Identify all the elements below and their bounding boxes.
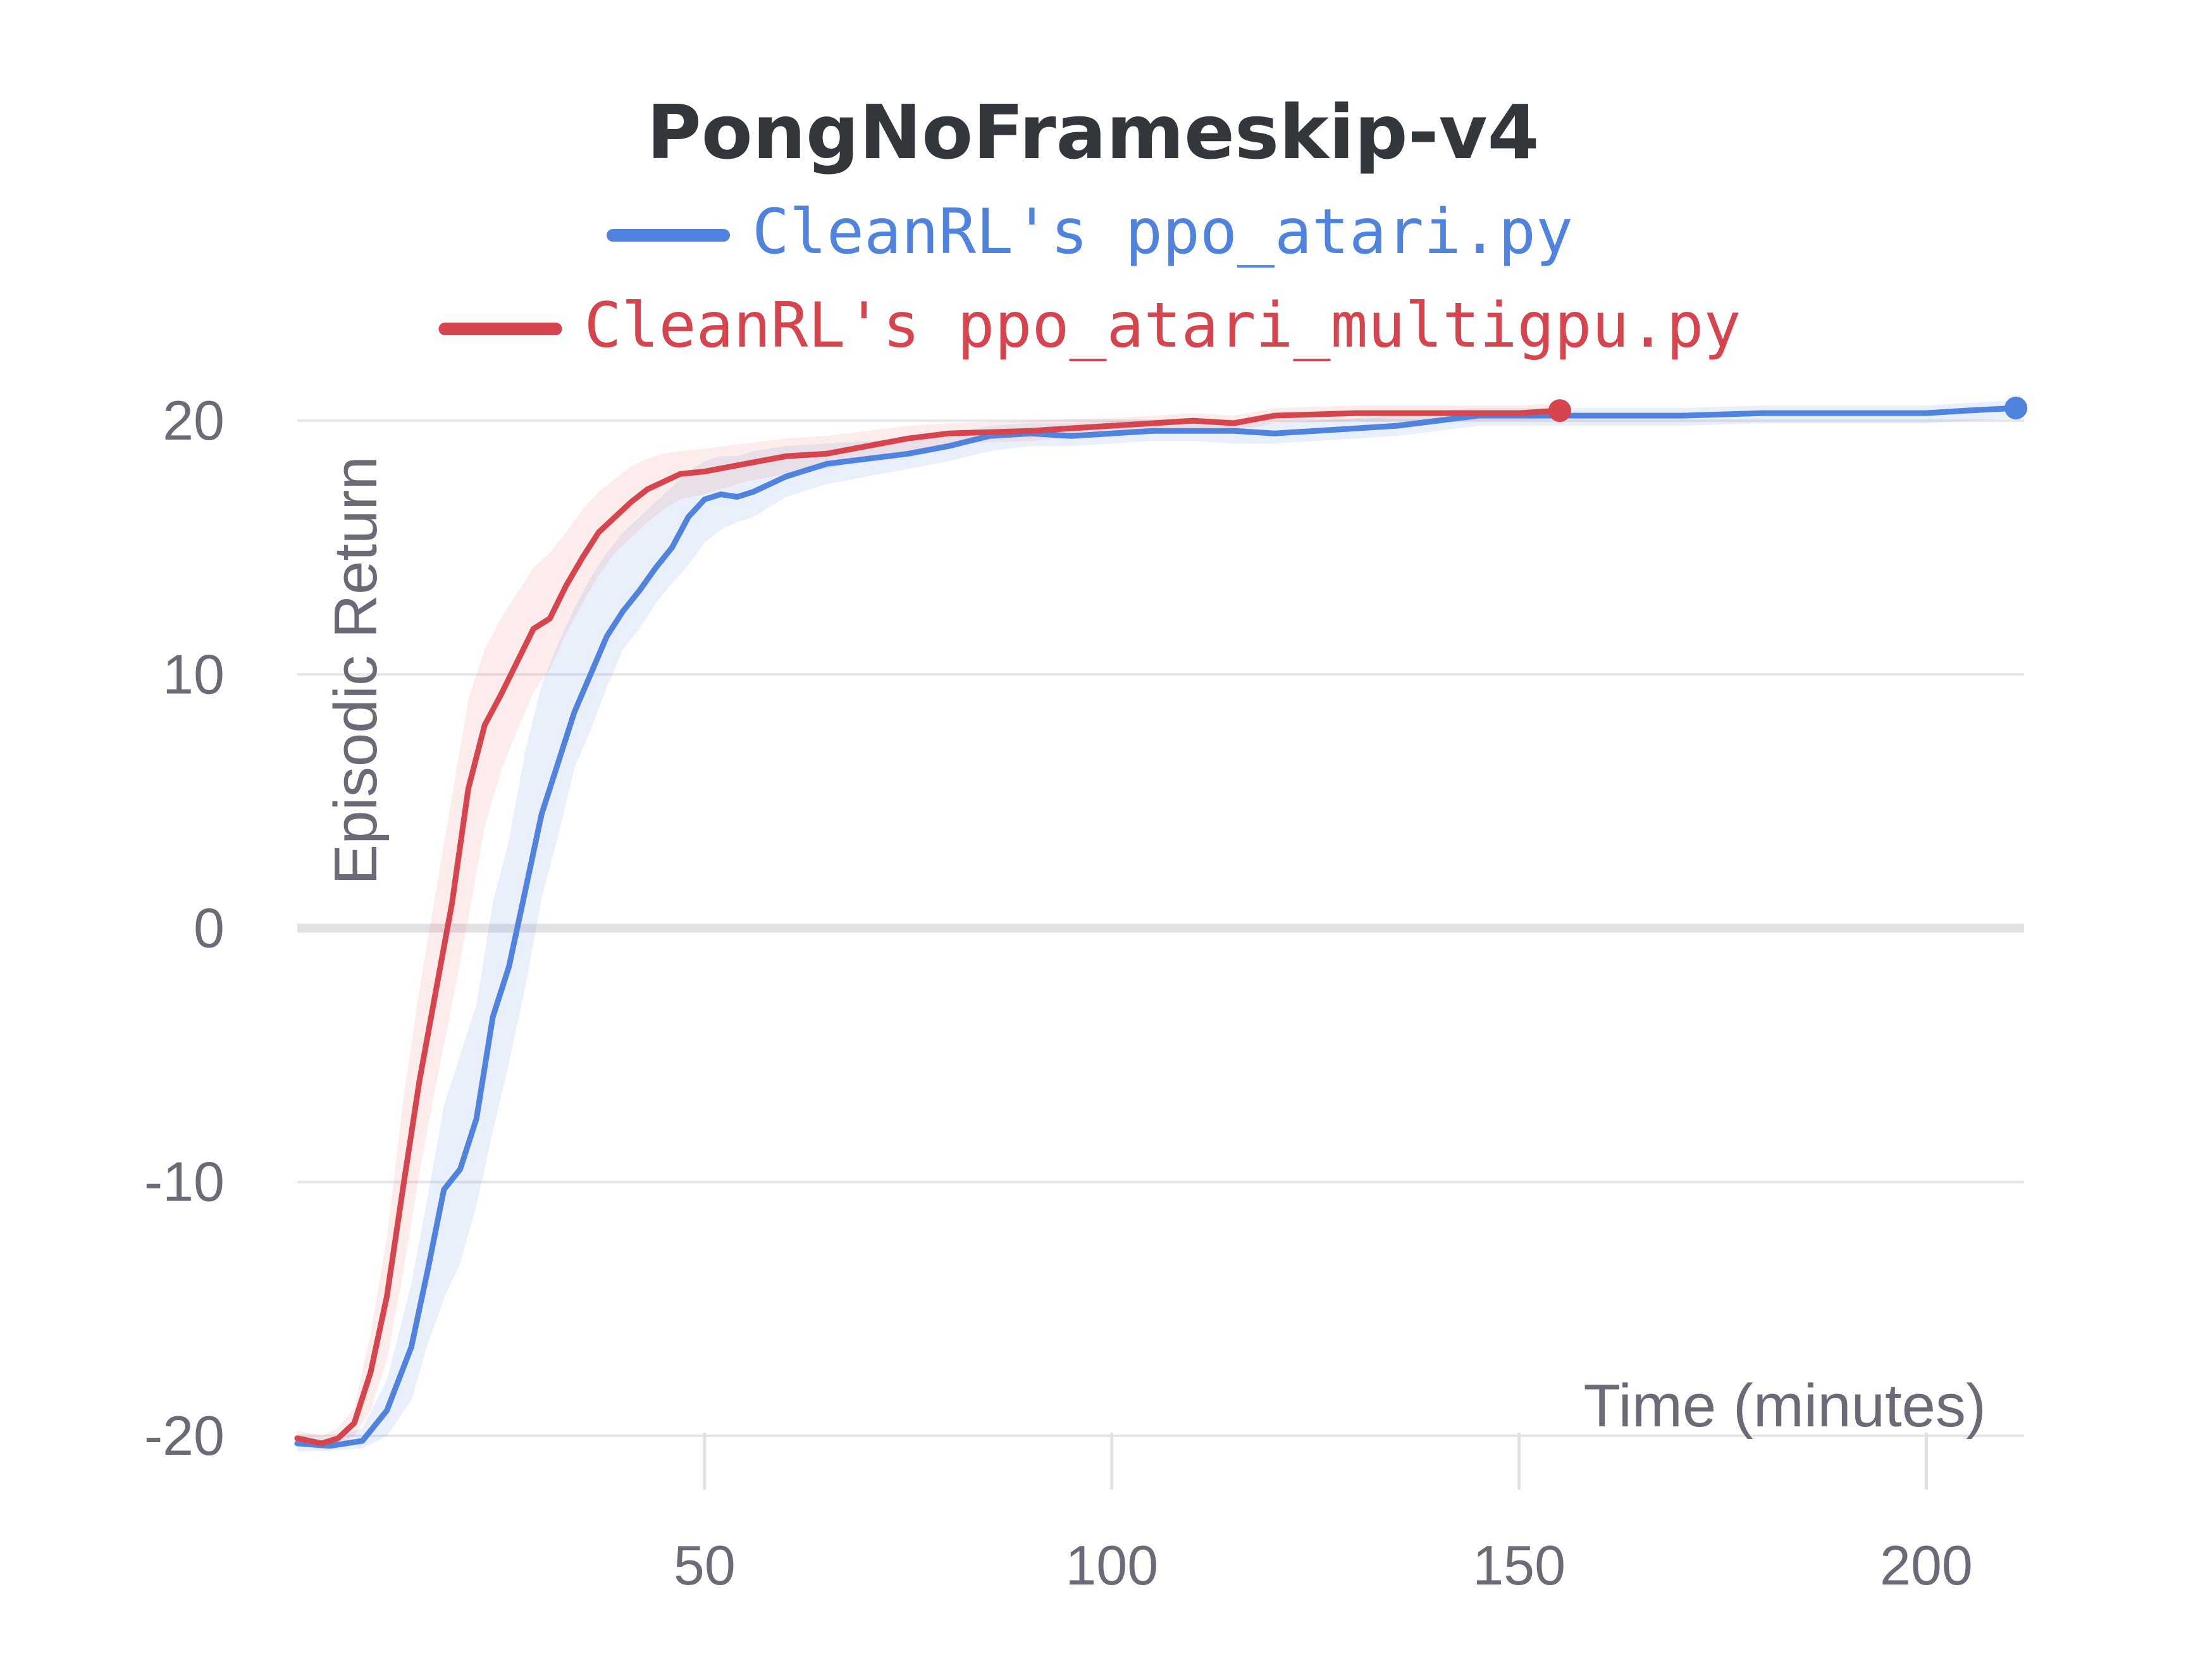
- line-ppo-atari-multigpu: [294, 407, 1563, 1447]
- legend-label: CleanRL's ppo_atari.py: [752, 196, 1573, 268]
- y-axis-label: Episodic Return: [322, 456, 390, 885]
- x-tick-label: 150: [1473, 1534, 1565, 1597]
- tick-labels: -20 -10 0 10 20 50 100 150 200: [144, 389, 1973, 1597]
- x-tick-label: 100: [1065, 1534, 1158, 1597]
- x-axis-label: Time (minutes): [1583, 1372, 1986, 1440]
- y-tick-label: -20: [144, 1404, 225, 1467]
- legend: CleanRL's ppo_atari.py CleanRL's ppo_atar…: [438, 196, 1741, 362]
- legend-label: CleanRL's ppo_atari_multigpu.py: [584, 290, 1741, 362]
- y-tick-label: 0: [194, 897, 225, 960]
- x-tick-label: 50: [674, 1534, 736, 1597]
- series-end-point: [1548, 399, 1571, 423]
- x-tick-label: 200: [1880, 1534, 1973, 1597]
- y-tick-label: -10: [144, 1151, 225, 1213]
- y-tick-label: 10: [163, 643, 225, 705]
- gridlines: [297, 419, 2024, 1490]
- series-end-point: [2004, 397, 2028, 420]
- series-lines: [294, 397, 2028, 1449]
- chart-title: PongNoFrameskip-v4: [646, 89, 1539, 176]
- y-tick-label: 20: [163, 389, 225, 452]
